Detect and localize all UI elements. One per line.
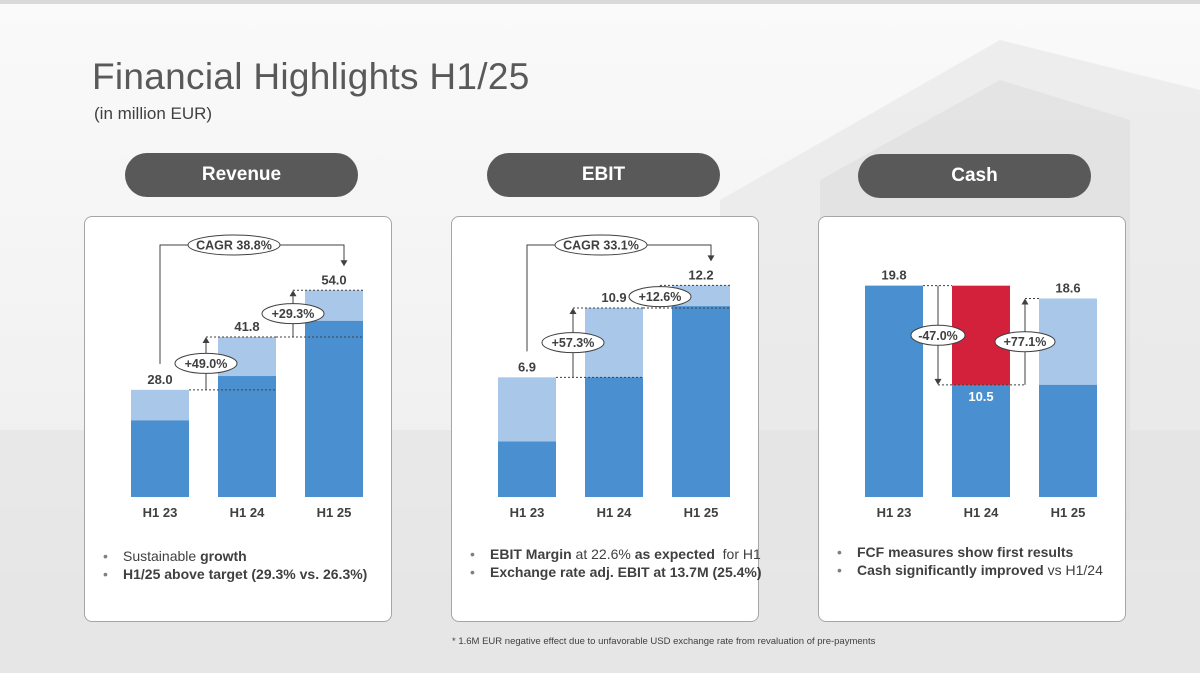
value-label: 10.9 [601, 290, 626, 305]
page-subtitle: (in million EUR) [94, 104, 213, 123]
bullet-item: Cash significantly improved vs H1/24 [837, 561, 1117, 579]
x-tick-label: H1 24 [230, 505, 265, 520]
value-label: 12.2 [688, 267, 713, 282]
cash-panel: H1 23 H1 24 H1 25 19.8 10.5 18.6 -47.0% +77.1% … [818, 216, 1126, 622]
growth-label: -47.0% [918, 329, 958, 343]
growth-bubble [994, 331, 1056, 353]
bar-dark-segment [498, 441, 556, 497]
arrow-head [707, 255, 715, 262]
x-tick-label: H1 23 [877, 505, 912, 520]
growth-bubble [910, 324, 966, 346]
growth-bubble [628, 286, 692, 308]
bullet-bold-text: EBIT Margin [490, 546, 572, 562]
page-title: Financial Highlights H1/25 [92, 56, 530, 97]
revenue-bullets: Sustainable growth H1/25 above target (2… [103, 547, 383, 583]
cagr-bubble [187, 234, 281, 256]
bar-dark-segment [585, 377, 643, 497]
revenue-panel: H1 23 H1 24 H1 25 28.0 41.8 54.0 +49.0% +29.3% C… [84, 216, 392, 622]
value-label: 6.9 [518, 359, 536, 374]
cash-bullets: FCF measures show first results Cash sig… [837, 543, 1117, 579]
bullet-text: at 22.6% [571, 546, 635, 562]
footnote: * 1.6M EUR negative effect due to unfavo… [452, 636, 876, 647]
value-label: 54.0 [321, 272, 346, 287]
revenue-chart: H1 23 H1 24 H1 25 28.0 41.8 54.0 +49.0% +29.3% C… [131, 234, 363, 520]
cagr-label: CAGR 38.8% [196, 239, 272, 253]
arrow-head [1021, 298, 1029, 305]
growth-label: +49.0% [185, 357, 228, 371]
cagr-label: CAGR 33.1% [563, 239, 639, 253]
bullet-bold-text: Exchange rate adj. EBIT at 13.7M (25.4%) [490, 564, 762, 580]
bar-dark-segment [131, 420, 189, 497]
x-tick-label: H1 24 [597, 505, 632, 520]
bar-dark-segment [218, 376, 276, 497]
ebit-chart: H1 23 H1 24 H1 25 6.9 10.9 12.2 +57.3% +12.6% CA… [498, 234, 730, 520]
ebit-bullets: EBIT Margin at 22.6% as expected for H1 … [470, 545, 762, 581]
bullet-bold-text: growth [200, 548, 247, 564]
value-label: 19.8 [881, 268, 906, 283]
bullet-item: H1/25 above target (29.3% vs. 26.3%) [103, 565, 383, 583]
arrow-head [202, 337, 210, 344]
bullet-item: EBIT Margin at 22.6% as expected for H1 [470, 545, 761, 563]
value-label: 41.8 [234, 319, 259, 334]
ebit-panel: H1 23 H1 24 H1 25 6.9 10.9 12.2 +57.3% +12.6% CA… [451, 216, 762, 622]
bullet-text: Sustainable [123, 548, 201, 564]
bar-dark-segment [952, 384, 1010, 497]
arrow-head [934, 378, 942, 385]
value-label: 28.0 [147, 372, 172, 387]
bullet-bold-text: H1/25 above target (29.3% vs. 26.3%) [123, 566, 368, 582]
x-tick-label: H1 25 [684, 505, 719, 520]
cagr-bubble [554, 234, 648, 256]
bullet-item: FCF measures show first results [837, 543, 1117, 561]
x-tick-label: H1 25 [317, 505, 352, 520]
bullet-text: vs H1/24 [1043, 562, 1103, 578]
value-label: 18.6 [1055, 280, 1080, 295]
growth-bubble [261, 303, 325, 325]
growth-label: +77.1% [1004, 335, 1047, 349]
bullet-bold-text: Cash significantly improved [857, 562, 1044, 578]
bullet-bold-text: FCF measures show first results [857, 544, 1074, 560]
bullet-item: Exchange rate adj. EBIT at 13.7M (25.4%) [470, 563, 762, 581]
arrow-head [340, 260, 348, 267]
bar-dark-segment [305, 320, 363, 497]
x-tick-label: H1 24 [964, 505, 999, 520]
cash-header-pill: Cash [858, 154, 1091, 198]
bar-dark-segment [865, 285, 923, 497]
bullet-bold-text: as expected [634, 546, 715, 562]
arrow-head [569, 307, 577, 314]
value-label: 10.5 [968, 389, 993, 404]
revenue-header-pill: Revenue [125, 153, 358, 197]
bullet-text: for H1 [714, 546, 761, 562]
growth-label: +29.3% [272, 307, 315, 321]
growth-bubble [174, 352, 238, 374]
bullet-item: Sustainable growth [103, 547, 383, 565]
bar-dark-segment [672, 306, 730, 497]
x-tick-label: H1 25 [1051, 505, 1086, 520]
ebit-header-pill: EBIT [487, 153, 720, 197]
cash-chart: H1 23 H1 24 H1 25 19.8 10.5 18.6 -47.0% +77.1% [865, 268, 1097, 520]
x-tick-label: H1 23 [143, 505, 178, 520]
growth-label: +57.3% [552, 336, 595, 350]
growth-bubble [541, 332, 605, 354]
growth-label: +12.6% [639, 290, 682, 304]
x-tick-label: H1 23 [510, 505, 545, 520]
bar-dark-segment [1039, 384, 1097, 497]
arrow-head [289, 290, 297, 297]
